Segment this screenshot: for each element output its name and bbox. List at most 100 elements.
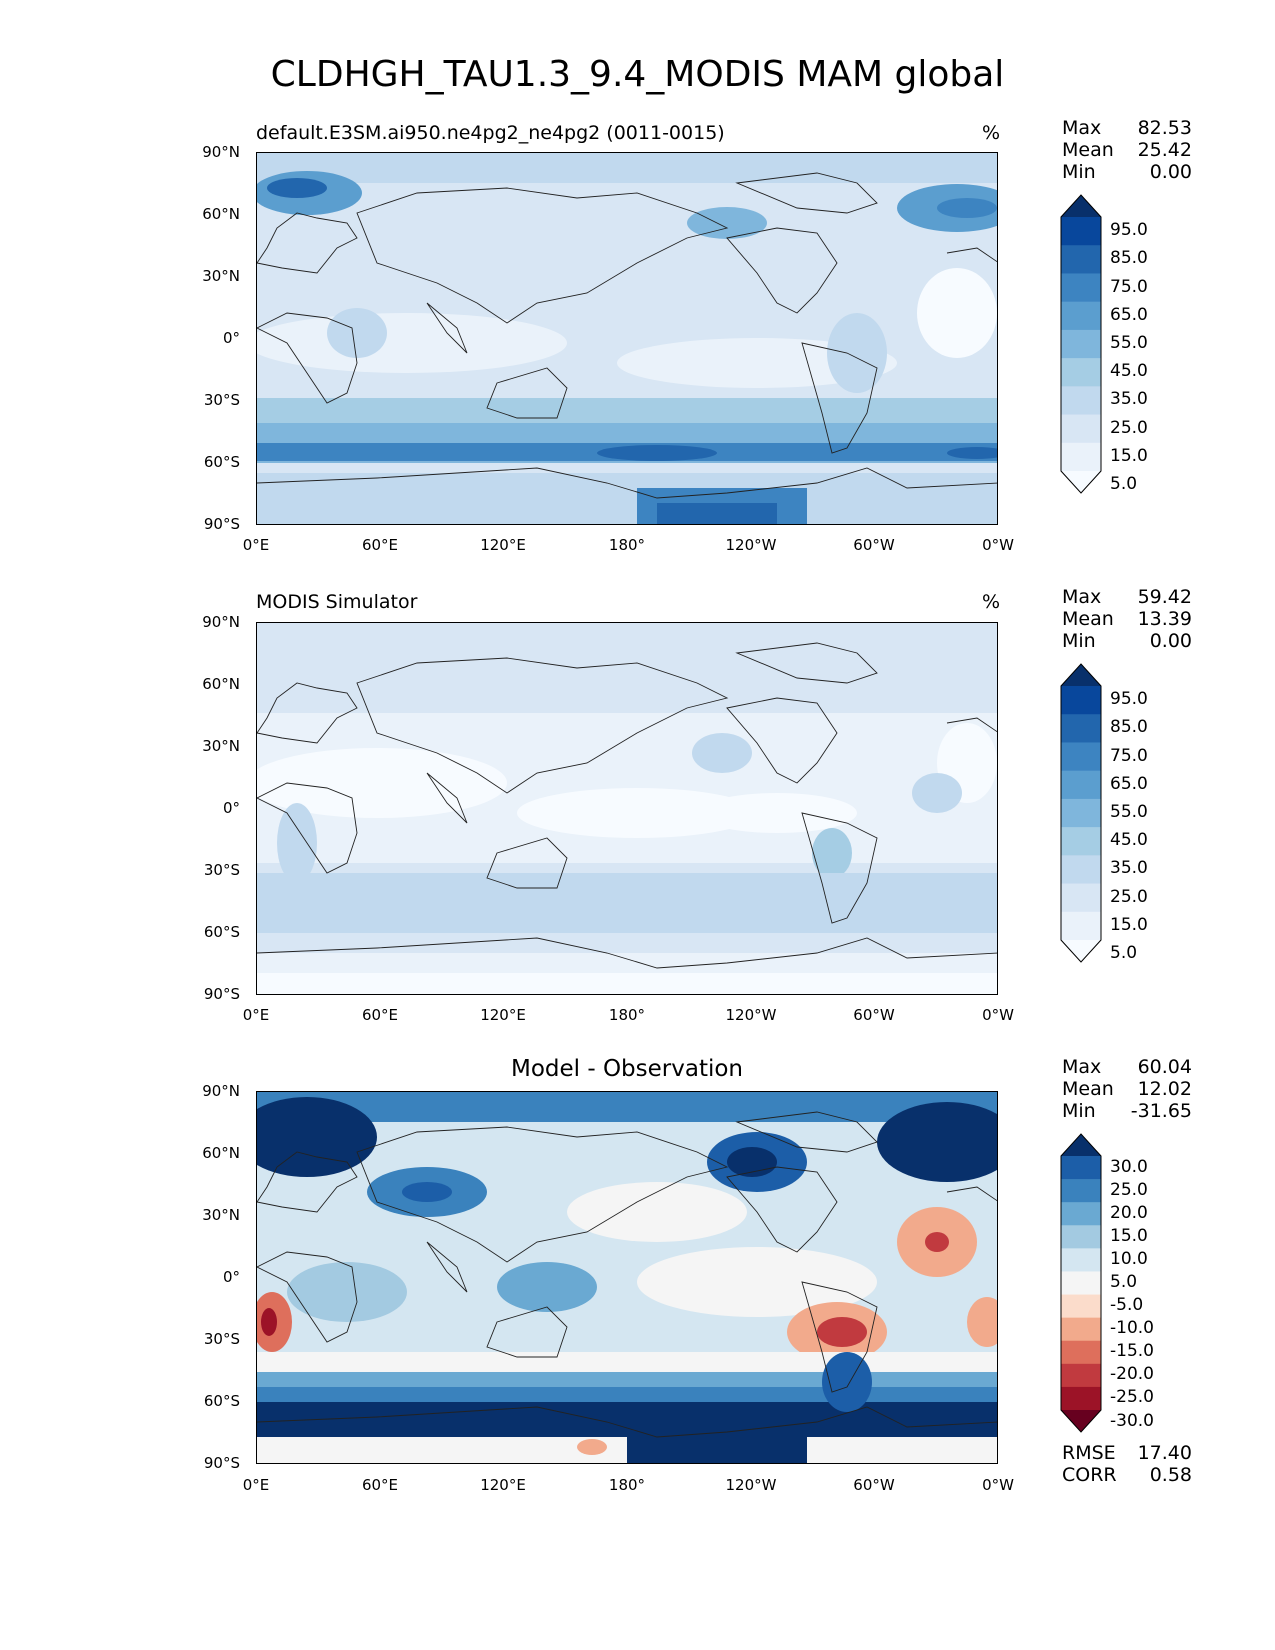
colorbar-extend-min (1061, 940, 1101, 962)
colorbar-tick-label: 25.0 (1110, 417, 1148, 438)
stat-min-value: 0.00 (1149, 630, 1192, 652)
colorbar-extend-min (1061, 471, 1101, 493)
colorbar-segment (1061, 329, 1101, 359)
colorbar-tick-label: 85.0 (1110, 248, 1148, 269)
colorbar-segment (1061, 742, 1101, 772)
stat-max-label: Max (1062, 117, 1102, 139)
colorbar-segment (1061, 1386, 1101, 1411)
stat-mean-value: 25.42 (1137, 139, 1192, 161)
colorbar-tick-label: 75.0 (1110, 745, 1148, 766)
colorbar-tick-label: 25.0 (1110, 886, 1148, 907)
colorbar-segment (1061, 358, 1101, 387)
colorbar-segment (1061, 273, 1101, 303)
lat-label-90s: 90°S (203, 985, 240, 1003)
lon-label-0w: 0°W (982, 1006, 1014, 1024)
panel-diff-stats: Max 60.04 Mean 12.02 Min -31.65 (1062, 1056, 1192, 1122)
panel-obs-name: MODIS Simulator (256, 591, 418, 613)
colorbar-segment (1061, 686, 1101, 715)
panel-diff-error-stats: RMSE 17.40 CORR 0.58 (1062, 1442, 1192, 1486)
colorbar-tick-label: 30.0 (1110, 1156, 1148, 1177)
stat-max-label: Max (1062, 586, 1102, 608)
stat-mean-value: 13.39 (1137, 608, 1192, 630)
panel-model-units: % (982, 122, 1001, 144)
colorbar-swatches (1060, 194, 1102, 494)
lon-label-0e: 0°E (242, 1006, 270, 1024)
stat-min-label: Min (1062, 161, 1096, 183)
colorbar-segment (1061, 911, 1101, 941)
colorbar-segment (1061, 386, 1101, 416)
colorbar-tick-label: 10.0 (1110, 1248, 1148, 1269)
colorbar-extend-max (1061, 195, 1101, 217)
colorbar-segment (1061, 442, 1101, 472)
corr-label: CORR (1062, 1464, 1117, 1486)
colorbar-tick-label: 5.0 (1110, 1272, 1138, 1292)
colorbar-tick-label: 75.0 (1110, 276, 1148, 297)
lon-label-60e: 60°E (361, 536, 399, 554)
lon-label-120w: 120°W (725, 1006, 777, 1024)
colorbar-tick-label: 95.0 (1110, 689, 1148, 710)
lon-label-180: 180° (608, 1476, 646, 1494)
colorbar-segment (1061, 1271, 1101, 1296)
colorbar-segment (1061, 714, 1101, 743)
stat-mean-label: Mean (1062, 608, 1114, 630)
panel-model: default.E3SM.ai950.ne4pg2_ne4pg2 (0011-0… (0, 0, 1275, 560)
stat-max-value: 60.04 (1137, 1056, 1192, 1078)
lon-label-120e: 120°E (480, 536, 526, 554)
stat-mean-label: Mean (1062, 139, 1114, 161)
rmse-value: 17.40 (1137, 1442, 1192, 1464)
colorbar-segment (1061, 1248, 1101, 1272)
colorbar-segment (1061, 855, 1101, 885)
colorbar-tick-label: -5.0 (1110, 1295, 1144, 1316)
stat-min-label: Min (1062, 630, 1096, 652)
lon-label-60e: 60°E (361, 1476, 399, 1494)
lat-label-30s: 30°S (203, 861, 240, 879)
page-title: CLDHGH_TAU1.3_9.4_MODIS MAM global (270, 54, 1005, 95)
colorbar-segment (1061, 827, 1101, 856)
colorbar-outline (1060, 663, 1102, 963)
lon-label-0w: 0°W (982, 536, 1014, 554)
lon-label-120w: 120°W (725, 536, 777, 554)
stat-max-value: 82.53 (1137, 117, 1192, 139)
map-obs (256, 622, 998, 995)
lon-label-120w: 120°W (725, 1476, 777, 1494)
colorbar-segment (1061, 414, 1101, 444)
colorbar-tick-label: -20.0 (1110, 1364, 1154, 1385)
colorbar-tick-label: 15.0 (1110, 1225, 1148, 1246)
panel-model-stats: Max 82.53 Mean 25.42 Min 0.00 (1062, 117, 1192, 183)
colorbar-tick-label: -25.0 (1110, 1387, 1154, 1408)
colorbar-segment (1061, 245, 1101, 274)
colorbar-segment (1061, 1317, 1101, 1342)
colorbar-tick-label: 45.0 (1110, 361, 1148, 382)
colorbar-tick-label: 25.0 (1110, 1179, 1148, 1200)
lat-label-90s: 90°S (203, 1454, 240, 1472)
lon-label-180: 180° (608, 1006, 646, 1024)
colorbar-tick-label: 5.0 (1110, 474, 1138, 495)
colorbar-tick-label: 55.0 (1110, 802, 1148, 822)
lat-label-90n: 90°N (202, 613, 240, 631)
colorbar-segment (1061, 1179, 1101, 1203)
map-model (256, 152, 998, 525)
colorbar-segment (1061, 770, 1101, 800)
lat-label-0: 0° (222, 799, 240, 817)
colorbar-tick-label: 55.0 (1110, 333, 1148, 353)
panel-model-name: default.E3SM.ai950.ne4pg2_ne4pg2 (0011-0… (256, 122, 725, 144)
colorbar-extend-min (1061, 1410, 1101, 1432)
lon-label-0w: 0°W (982, 1476, 1014, 1494)
lat-label-0: 0° (222, 329, 240, 347)
stat-max-label: Max (1062, 1056, 1102, 1078)
colorbar-segment (1061, 1225, 1101, 1249)
colorbar-diff: 30.0 25.0 20.0 15.0 10.0 5.0 -5.0 -10.0 -15.0 -20… (1060, 1133, 1154, 1437)
colorbar-tick-label: 35.0 (1110, 858, 1148, 879)
stat-mean-value: 12.02 (1137, 1078, 1192, 1100)
panel-diff: Model - Observation (202, 1056, 1192, 1494)
colorbar-swatches (1060, 663, 1102, 963)
lat-label-60n: 60°N (202, 675, 240, 693)
lon-label-0e: 0°E (242, 1476, 270, 1494)
lat-label-60n: 60°N (202, 1144, 240, 1162)
lat-label-60s: 60°S (203, 923, 240, 941)
colorbar-obs: 95.0 85.0 75.0 65.0 55.0 45.0 35.0 25.0 15.0 5.0 (1060, 663, 1148, 967)
colorbar-segment (1061, 217, 1101, 246)
colorbar-segment (1061, 1363, 1101, 1388)
lat-label-60s: 60°S (203, 1392, 240, 1410)
colorbar-segment (1061, 301, 1101, 331)
